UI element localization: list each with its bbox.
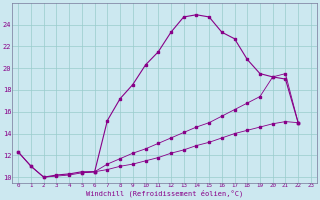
X-axis label: Windchill (Refroidissement éolien,°C): Windchill (Refroidissement éolien,°C) xyxy=(86,190,243,197)
